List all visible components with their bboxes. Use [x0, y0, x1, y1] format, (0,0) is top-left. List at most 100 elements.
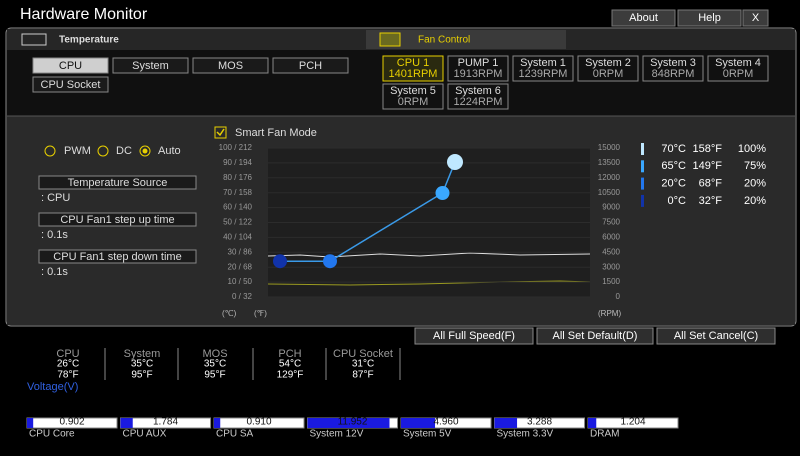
curve-point[interactable]	[273, 254, 287, 269]
sensor-button[interactable]	[32, 57, 109, 74]
fan-tab-bg	[366, 30, 566, 49]
curve-temp-f: 158°F	[693, 143, 723, 155]
fan-name: System 3	[650, 57, 696, 69]
setting-field[interactable]	[38, 175, 197, 190]
voltage-bar	[120, 418, 133, 428]
voltage-name: CPU AUX	[123, 429, 167, 440]
temp-c: 54°C	[279, 359, 301, 370]
fan-button[interactable]	[382, 83, 444, 110]
temp-icon	[21, 33, 47, 46]
voltage-bar	[401, 418, 436, 428]
temp-f: 129°F	[277, 370, 304, 381]
temp-c: 26°C	[57, 359, 79, 370]
temp-name: System	[124, 348, 161, 360]
tab-fan-control: Fan Control	[418, 35, 470, 46]
header-button-label: Help	[698, 12, 721, 24]
header-button[interactable]	[677, 9, 742, 27]
temp-name: CPU Socket	[333, 348, 393, 360]
curve-swatch	[641, 177, 644, 190]
rpm-tick-label: 10500	[598, 188, 621, 197]
temp-tick-label: 10 / 50	[228, 277, 253, 286]
mode-label: PWM	[64, 145, 91, 157]
voltage-name: System 12V	[310, 429, 364, 440]
setting-field[interactable]	[38, 249, 197, 264]
action-label: All Set Default(D)	[553, 330, 638, 342]
curve-speed: 20%	[744, 195, 766, 207]
sensor-button[interactable]	[192, 57, 269, 74]
curve-temp-f: 149°F	[693, 160, 723, 172]
radio[interactable]	[97, 145, 109, 157]
fan-curve	[280, 161, 456, 262]
fan-rpm: 1913RPM	[454, 68, 503, 80]
fan-button[interactable]	[642, 55, 704, 82]
sensor-label: CPU Socket	[41, 79, 101, 91]
temp-f: 78°F	[57, 370, 78, 381]
fan-button[interactable]	[447, 83, 509, 110]
fan-name: System 6	[455, 85, 501, 97]
voltage-bar	[27, 418, 34, 428]
setting-field[interactable]	[38, 212, 197, 227]
temp-tick-label: 70 / 158	[223, 188, 252, 197]
radio[interactable]	[139, 145, 151, 157]
voltage-bar	[588, 418, 597, 428]
voltage-value: 1.784	[153, 417, 178, 428]
curve-speed: 20%	[744, 178, 766, 190]
header-button[interactable]	[742, 9, 769, 27]
temp-tick-label: 30 / 86	[228, 247, 253, 256]
rpm-tick-label: 12000	[598, 173, 621, 182]
fan-button[interactable]	[382, 55, 444, 82]
temp-c: 31°C	[352, 359, 374, 370]
voltage-bar	[307, 418, 390, 428]
header-button[interactable]	[611, 9, 676, 27]
curve-temp-f: 32°F	[699, 195, 723, 207]
radio[interactable]	[44, 145, 56, 157]
action-button[interactable]	[536, 327, 654, 345]
temp-f: 87°F	[352, 370, 373, 381]
fan-button[interactable]	[577, 55, 639, 82]
temp-name: CPU	[56, 348, 79, 360]
temp-tick-label: 100 / 212	[219, 143, 253, 152]
curve-temp-c: 0°C	[668, 195, 687, 207]
radio-dot	[142, 148, 148, 154]
voltage-value: 3.288	[527, 417, 552, 428]
temp-name: MOS	[202, 348, 227, 360]
rpm-tick-label: 4500	[602, 247, 620, 256]
sensor-label: System	[132, 60, 169, 72]
fan-button[interactable]	[707, 55, 769, 82]
fan-name: System 2	[585, 57, 631, 69]
setting-value: : 0.1s	[41, 229, 68, 241]
mode-label: DC	[116, 145, 132, 157]
checkbox[interactable]	[214, 126, 227, 139]
rpm-tick-label: 3000	[602, 262, 620, 271]
fan-button[interactable]	[447, 55, 509, 82]
rpm-tick-label: 15000	[598, 143, 621, 152]
rpm-tick-label: 6000	[602, 233, 620, 242]
fan-button[interactable]	[512, 55, 574, 82]
voltage-name: System 5V	[403, 429, 452, 440]
curve-point[interactable]	[435, 186, 450, 200]
unit-c: (℃)	[222, 309, 237, 318]
sensor-button[interactable]	[112, 57, 189, 74]
voltage-value: 4.960	[433, 417, 458, 428]
action-button[interactable]	[656, 327, 776, 345]
curve-speed: 100%	[738, 143, 766, 155]
temp-tick-label: 90 / 194	[223, 158, 252, 167]
curve-point[interactable]	[447, 154, 463, 170]
voltage-bar	[214, 418, 221, 428]
action-button[interactable]	[414, 327, 534, 345]
unit-rpm: (RPM)	[598, 309, 621, 318]
curve-point[interactable]	[323, 254, 337, 269]
setting-label: Temperature Source	[68, 177, 168, 189]
sensor-button[interactable]	[32, 76, 109, 93]
temp-tick-label: 40 / 104	[223, 233, 252, 242]
voltage-value: 0.902	[59, 417, 84, 428]
setting-value: : 0.1s	[41, 266, 68, 278]
curve-swatch	[641, 160, 644, 173]
temp-c: 35°C	[204, 359, 226, 370]
header-button-label: X	[752, 12, 760, 24]
sensor-button[interactable]	[272, 57, 349, 74]
fan-name: CPU 1	[397, 57, 429, 69]
temp-c: 35°C	[131, 359, 153, 370]
voltage-name: CPU Core	[29, 429, 75, 440]
